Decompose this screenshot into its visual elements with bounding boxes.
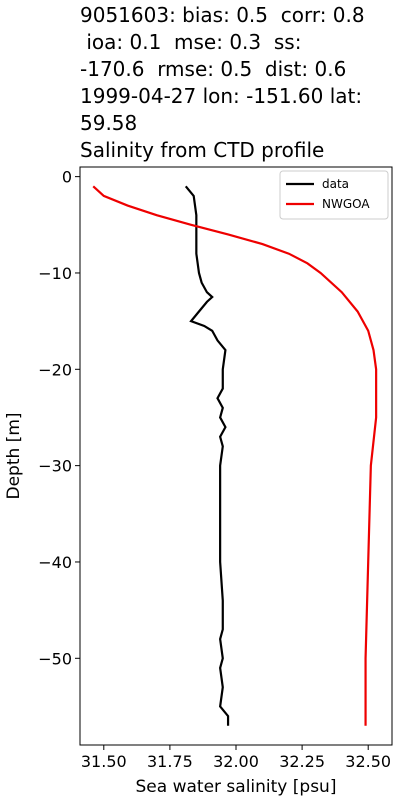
y-axis-label: Depth [m] [4, 412, 24, 499]
chart-title: ioa: 0.1 mse: 0.3 ss: [80, 30, 301, 54]
x-tick-label: 32.00 [213, 752, 259, 771]
x-tick-label: 32.25 [279, 752, 325, 771]
y-tick-label: −50 [38, 649, 72, 668]
legend-label: data [322, 177, 349, 191]
x-axis-label: Sea water salinity [psu] [136, 777, 337, 797]
y-tick-label: −20 [38, 360, 72, 379]
y-tick-label: −40 [38, 553, 72, 572]
legend-label: NWGOA [322, 197, 370, 211]
chart-title: 59.58 [80, 111, 137, 135]
data-line [184, 185, 230, 726]
chart-title: 9051603: bias: 0.5 corr: 0.8 [80, 3, 365, 27]
x-tick-label: 32.50 [345, 752, 391, 771]
x-tick-label: 31.50 [81, 752, 127, 771]
plot-frame [79, 166, 393, 746]
chart-title: 1999-04-27 lon: -151.60 lat: [80, 84, 362, 108]
x-tick-label: 31.75 [147, 752, 193, 771]
y-tick-label: −30 [38, 457, 72, 476]
chart-title: Salinity from CTD profile [80, 138, 324, 162]
data-line [92, 185, 378, 726]
chart-title: -170.6 rmse: 0.5 dist: 0.6 [80, 57, 346, 81]
y-tick-label: −10 [38, 264, 72, 283]
y-tick-label: 0 [62, 168, 72, 187]
